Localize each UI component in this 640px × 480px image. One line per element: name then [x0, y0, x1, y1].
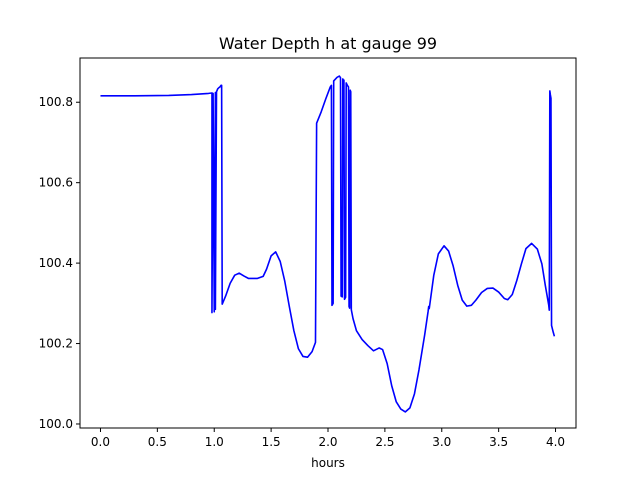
- x-tick-label: 3.0: [432, 435, 451, 449]
- x-tick-label: 1.5: [262, 435, 281, 449]
- x-tick-label: 0.5: [148, 435, 167, 449]
- plot-area: [100, 75, 556, 413]
- x-tick-label: 2.0: [318, 435, 337, 449]
- axis-ticks: 0.0 0.5 1.0 1.5 2.0 2.5 3.0 3.5 4.0 100.0 100.2 100…: [39, 95, 565, 449]
- chart-title: Water Depth h at gauge 99: [219, 34, 437, 53]
- x-tick-label: 0.0: [91, 435, 110, 449]
- x-tick-label: 2.5: [375, 435, 394, 449]
- y-tick-label: 100.6: [39, 176, 73, 190]
- series-line: [100, 75, 556, 413]
- y-tick-label: 100.0: [39, 417, 73, 431]
- y-tick-label: 100.4: [39, 256, 73, 270]
- axes-frame: [79, 57, 577, 429]
- y-tick-label: 100.2: [39, 337, 73, 351]
- x-tick-label: 3.5: [489, 435, 508, 449]
- y-tick-label: 100.8: [39, 95, 73, 109]
- x-axis-label: hours: [311, 456, 345, 470]
- x-tick-label: 4.0: [546, 435, 565, 449]
- x-tick-label: 1.0: [205, 435, 224, 449]
